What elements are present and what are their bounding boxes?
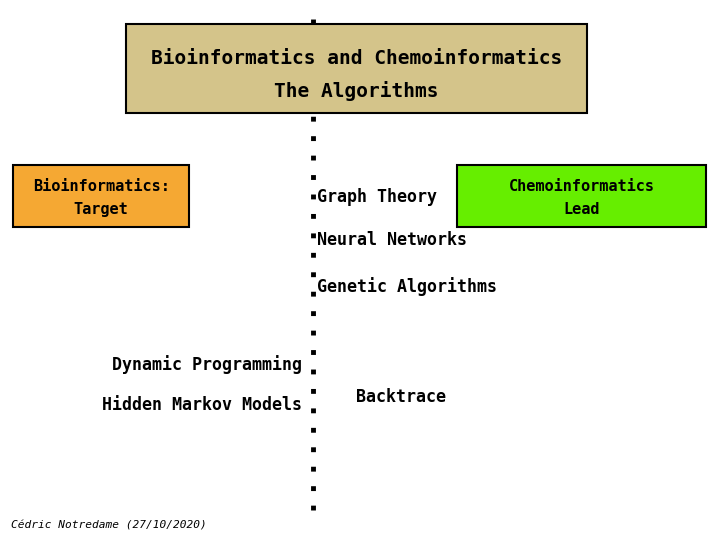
Text: Bioinformatics:: Bioinformatics: — [32, 179, 170, 194]
FancyBboxPatch shape — [126, 24, 587, 113]
Text: Backtrace: Backtrace — [356, 388, 446, 406]
FancyBboxPatch shape — [457, 165, 706, 227]
Text: Bioinformatics and Chemoinformatics: Bioinformatics and Chemoinformatics — [150, 49, 562, 68]
Text: Genetic Algorithms: Genetic Algorithms — [317, 276, 497, 296]
Text: Graph Theory: Graph Theory — [317, 188, 437, 206]
Text: Hidden Markov Models: Hidden Markov Models — [102, 396, 302, 414]
Text: Lead: Lead — [563, 202, 600, 217]
Text: Chemoinformatics: Chemoinformatics — [508, 179, 654, 194]
Text: Target: Target — [73, 202, 129, 217]
FancyBboxPatch shape — [13, 165, 189, 227]
Text: Cédric Notredame (27/10/2020): Cédric Notredame (27/10/2020) — [11, 520, 207, 530]
Text: Neural Networks: Neural Networks — [317, 231, 467, 249]
Text: The Algorithms: The Algorithms — [274, 81, 438, 101]
Text: Dynamic Programming: Dynamic Programming — [112, 355, 302, 374]
